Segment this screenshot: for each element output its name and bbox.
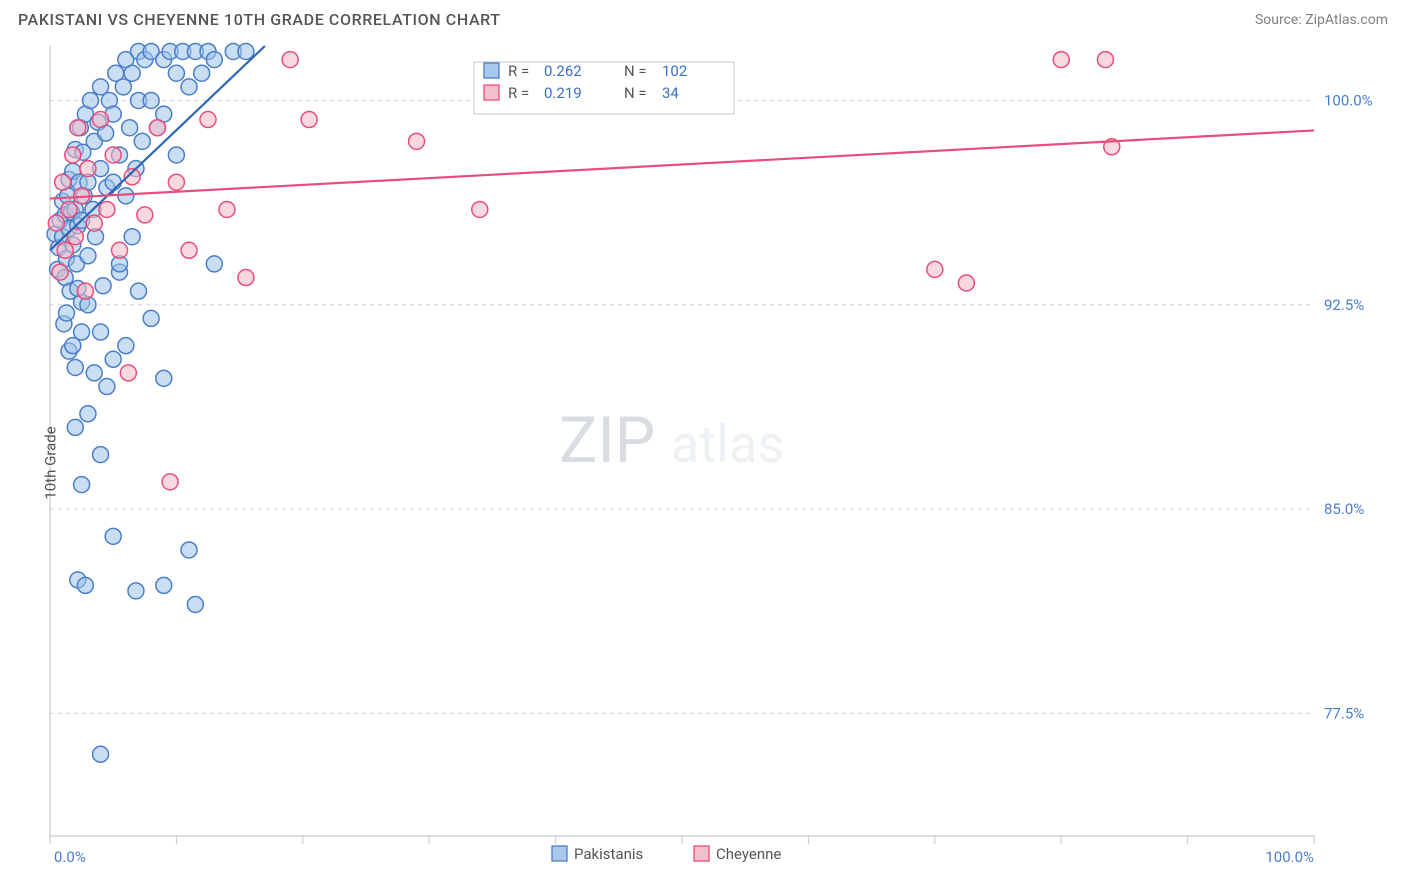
legend-label: Pakistanis [574, 845, 643, 863]
data-point [156, 577, 172, 593]
data-point [1097, 52, 1113, 68]
data-point [55, 174, 71, 190]
data-point [67, 359, 83, 375]
data-point [168, 65, 184, 81]
data-point [58, 305, 74, 321]
data-point [74, 477, 90, 493]
data-point [206, 52, 222, 68]
chart-header: PAKISTANI VS CHEYENNE 10TH GRADE CORRELA… [0, 0, 1406, 33]
watermark: ZIP [559, 403, 655, 478]
data-point [74, 324, 90, 340]
data-point [122, 120, 138, 136]
data-point [134, 133, 150, 149]
y-tick-label: 77.5% [1324, 704, 1364, 722]
data-point [181, 242, 197, 258]
data-point [958, 275, 974, 291]
data-point [93, 447, 109, 463]
data-point [57, 242, 73, 258]
legend-swatch [552, 846, 567, 861]
data-point [80, 248, 96, 264]
scatter-chart: ZIP atlas 77.5% 85.0% 92.5% 100.0% 0.0% 100.0% R… [14, 42, 1392, 884]
legend-stat-label: N = [624, 62, 647, 80]
data-point [93, 746, 109, 762]
data-point [93, 112, 109, 128]
data-point [67, 419, 83, 435]
legend-stat-label: N = [624, 84, 647, 102]
legend-label: Cheyenne [716, 845, 781, 863]
data-point [80, 161, 96, 177]
legend-r-value: 0.262 [544, 62, 582, 80]
data-point [77, 283, 93, 299]
data-point [156, 370, 172, 386]
data-point [120, 365, 136, 381]
data-point [99, 379, 115, 395]
y-axis-label: 10th Grade [42, 426, 60, 499]
data-point [93, 324, 109, 340]
legend-n-value: 102 [662, 62, 687, 80]
data-point [200, 112, 216, 128]
data-point [80, 406, 96, 422]
data-point [118, 338, 134, 354]
legend-r-value: 0.219 [544, 84, 582, 102]
legend-swatch [694, 846, 709, 861]
trend-line [50, 130, 1314, 198]
data-point [1053, 52, 1069, 68]
data-point [105, 147, 121, 163]
data-point [181, 542, 197, 558]
data-point [124, 229, 140, 245]
data-point [105, 174, 121, 190]
data-point [206, 256, 222, 272]
data-point [105, 528, 121, 544]
data-point [70, 120, 86, 136]
data-point [137, 207, 153, 223]
data-point [99, 201, 115, 217]
data-point [77, 577, 93, 593]
data-point [472, 201, 488, 217]
data-point [48, 215, 64, 231]
legend-n-value: 34 [662, 84, 679, 102]
data-point [143, 310, 159, 326]
legend-stat-label: R = [508, 62, 529, 80]
data-point [219, 201, 235, 217]
data-point [238, 270, 254, 286]
y-tick-label: 85.0% [1324, 500, 1364, 518]
legend-stat-label: R = [508, 84, 529, 102]
data-point [409, 133, 425, 149]
data-point [82, 92, 98, 108]
y-tick-label: 100.0% [1324, 91, 1373, 109]
data-point [105, 351, 121, 367]
legend-swatch [484, 85, 499, 100]
data-point [95, 278, 111, 294]
data-point [168, 147, 184, 163]
data-point [927, 261, 943, 277]
data-point [149, 120, 165, 136]
data-point [162, 474, 178, 490]
data-point [52, 264, 68, 280]
chart-source: Source: ZipAtlas.com [1255, 12, 1388, 28]
data-point [86, 365, 102, 381]
data-point [194, 65, 210, 81]
data-point [282, 52, 298, 68]
x-tick-label: 0.0% [54, 848, 86, 866]
data-point [143, 92, 159, 108]
data-point [301, 112, 317, 128]
data-point [168, 174, 184, 190]
data-point [187, 596, 203, 612]
legend-swatch [484, 63, 499, 78]
x-tick-label: 100.0% [1265, 848, 1314, 866]
chart-title: PAKISTANI VS CHEYENNE 10TH GRADE CORRELA… [18, 10, 501, 29]
data-point [238, 43, 254, 59]
data-point [112, 242, 128, 258]
watermark: atlas [671, 414, 784, 475]
chart-area: 10th Grade ZIP atlas 77.5% 85.0% 92.5% 100.0%… [14, 42, 1392, 884]
y-tick-label: 92.5% [1324, 296, 1364, 314]
data-point [181, 79, 197, 95]
data-point [65, 147, 81, 163]
data-point [86, 215, 102, 231]
data-point [61, 201, 77, 217]
data-point [130, 283, 146, 299]
data-point [124, 65, 140, 81]
data-point [128, 583, 144, 599]
